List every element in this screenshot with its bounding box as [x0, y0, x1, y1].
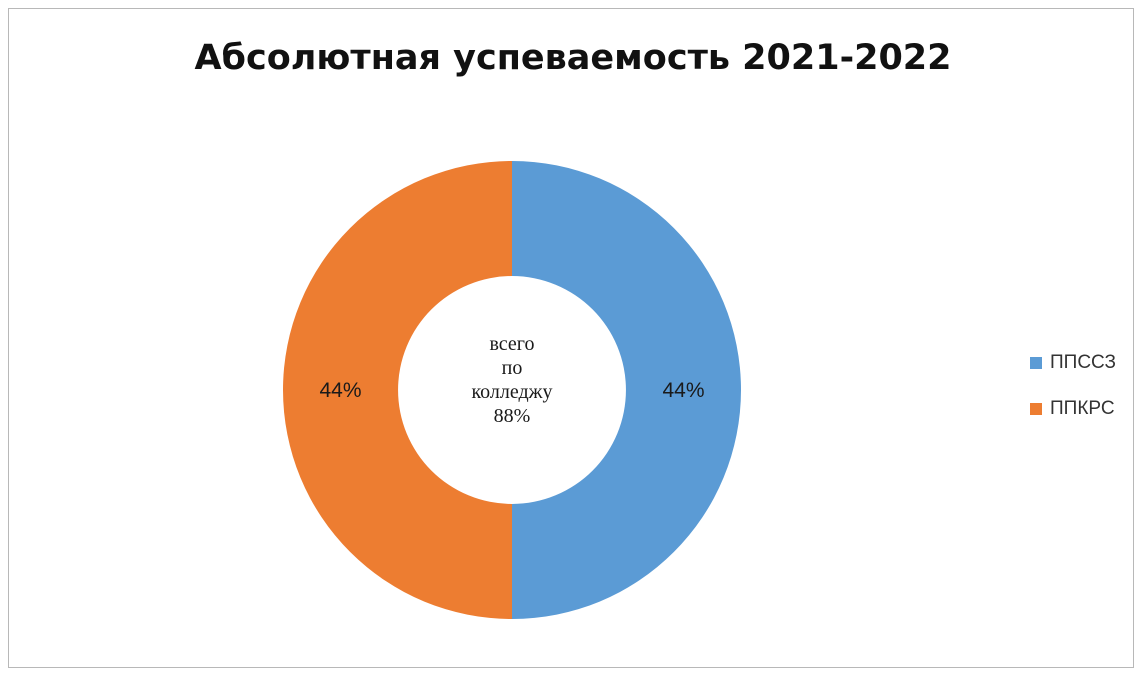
donut-slices [283, 161, 741, 619]
center-label-line: по [501, 357, 523, 379]
center-label-total: 88% [493, 405, 531, 427]
legend-label: ППССЗ [1050, 352, 1117, 373]
slice-labels: 44% 44% [319, 379, 704, 402]
center-label-line: всего [489, 333, 535, 355]
donut-slice-ppssz [512, 161, 741, 619]
legend-item-ppkrs: ППКРС [1030, 397, 1116, 421]
slice-data-label: 44% [319, 379, 361, 402]
center-label-line: колледжу [471, 381, 553, 403]
legend-swatch [1030, 357, 1042, 369]
slice-data-label: 44% [662, 379, 704, 402]
chart-title: Абсолютная успеваемость 2021-2022 [194, 38, 952, 78]
donut-slice-ppkrs [283, 161, 512, 619]
legend: ППССЗ ППКРС [1030, 351, 1116, 443]
donut-center-label: всего по колледжу 88% [430, 332, 594, 428]
legend-item-ppssz: ППССЗ [1030, 351, 1116, 375]
legend-swatch [1030, 403, 1042, 415]
legend-label: ППКРС [1050, 398, 1115, 419]
